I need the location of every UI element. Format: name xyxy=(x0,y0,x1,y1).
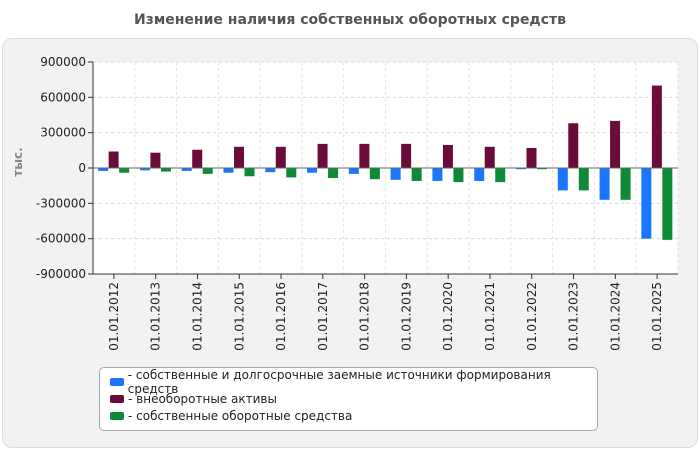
bar-working-capital xyxy=(328,168,339,179)
bar-sources xyxy=(390,168,401,180)
bar-noncurrent-assets xyxy=(234,146,244,168)
bar-noncurrent-assets xyxy=(526,147,537,168)
y-tick-label: -600000 xyxy=(36,232,86,246)
legend-item-noncurrent-assets: - внеоборотные активы xyxy=(110,390,597,407)
bar-working-capital xyxy=(453,168,464,183)
bar-working-capital xyxy=(119,168,130,173)
bar-working-capital xyxy=(244,168,255,177)
legend-label-noncurrent-assets: - внеоборотные активы xyxy=(128,391,277,406)
x-tick-label: 01.01.2015 xyxy=(232,282,246,351)
y-tick-label: 300000 xyxy=(40,126,86,140)
chart-legend: - собственные и долгосрочные заемные ист… xyxy=(99,367,598,431)
bar-sources xyxy=(139,168,150,171)
bar-sources xyxy=(348,168,359,174)
bar-sources xyxy=(98,168,109,171)
x-tick-label: 01.01.2022 xyxy=(525,282,539,351)
y-tick-label: 600000 xyxy=(40,90,86,104)
y-tick-label: 900000 xyxy=(40,55,86,69)
x-tick-label: 01.01.2013 xyxy=(149,282,163,351)
bar-sources xyxy=(432,168,443,181)
x-tick-label: 01.01.2018 xyxy=(358,282,372,351)
bar-noncurrent-assets xyxy=(442,145,453,168)
bar-noncurrent-assets xyxy=(651,85,662,168)
bar-sources xyxy=(307,168,318,173)
x-tick-label: 01.01.2016 xyxy=(274,282,288,351)
x-tick-label: 01.01.2025 xyxy=(650,282,664,351)
bar-sources xyxy=(265,168,276,173)
bar-working-capital xyxy=(160,168,171,172)
legend-swatch-working-capital xyxy=(110,411,124,420)
y-axis-label: тыс. xyxy=(11,147,25,176)
y-tick-label: -900000 xyxy=(36,267,86,281)
y-tick-label: 0 xyxy=(78,161,86,175)
x-tick-label: 01.01.2012 xyxy=(107,282,121,351)
bar-noncurrent-assets xyxy=(610,120,621,168)
legend-swatch-noncurrent-assets xyxy=(110,394,124,403)
bar-sources xyxy=(599,168,610,200)
bar-sources xyxy=(181,168,192,171)
bar-noncurrent-assets xyxy=(317,143,328,168)
bar-sources xyxy=(474,168,485,181)
bar-sources xyxy=(223,168,234,173)
bar-working-capital xyxy=(411,168,422,181)
x-tick-label: 01.01.2021 xyxy=(483,282,497,351)
x-tick-label: 01.01.2020 xyxy=(441,282,455,351)
bar-noncurrent-assets xyxy=(108,151,119,168)
legend-swatch-sources xyxy=(110,377,124,386)
bar-working-capital xyxy=(286,168,297,178)
bar-working-capital xyxy=(537,168,547,170)
x-tick-label: 01.01.2023 xyxy=(567,282,581,351)
x-tick-label: 01.01.2014 xyxy=(190,282,204,351)
bar-noncurrent-assets xyxy=(275,146,286,168)
bar-sources xyxy=(557,168,568,191)
bar-noncurrent-assets xyxy=(401,143,412,168)
y-tick-label: -300000 xyxy=(36,196,86,210)
bar-sources xyxy=(516,168,526,170)
bar-noncurrent-assets xyxy=(359,143,370,168)
bar-noncurrent-assets xyxy=(568,123,579,168)
legend-label-working-capital: - собственные оборотные средства xyxy=(128,408,353,423)
legend-item-sources: - собственные и долгосрочные заемные ист… xyxy=(110,368,597,396)
bar-noncurrent-assets xyxy=(484,146,495,168)
chart-title: Изменение наличия собственных оборотных … xyxy=(133,12,567,28)
bar-working-capital xyxy=(202,168,213,174)
bar-working-capital xyxy=(620,168,631,200)
legend-label-sources: - собственные и долгосрочные заемные ист… xyxy=(127,367,551,396)
bar-noncurrent-assets xyxy=(150,152,161,168)
x-tick-label: 01.01.2019 xyxy=(399,282,413,351)
x-tick-label: 01.01.2017 xyxy=(316,282,330,351)
bar-working-capital xyxy=(662,168,673,240)
bar-working-capital xyxy=(578,168,589,191)
bar-noncurrent-assets xyxy=(192,149,203,168)
legend-item-working-capital: - собственные оборотные средства xyxy=(110,407,597,424)
bar-sources xyxy=(641,168,652,239)
bar-working-capital xyxy=(369,168,380,180)
x-tick-label: 01.01.2024 xyxy=(608,282,622,351)
bar-working-capital xyxy=(495,168,506,183)
